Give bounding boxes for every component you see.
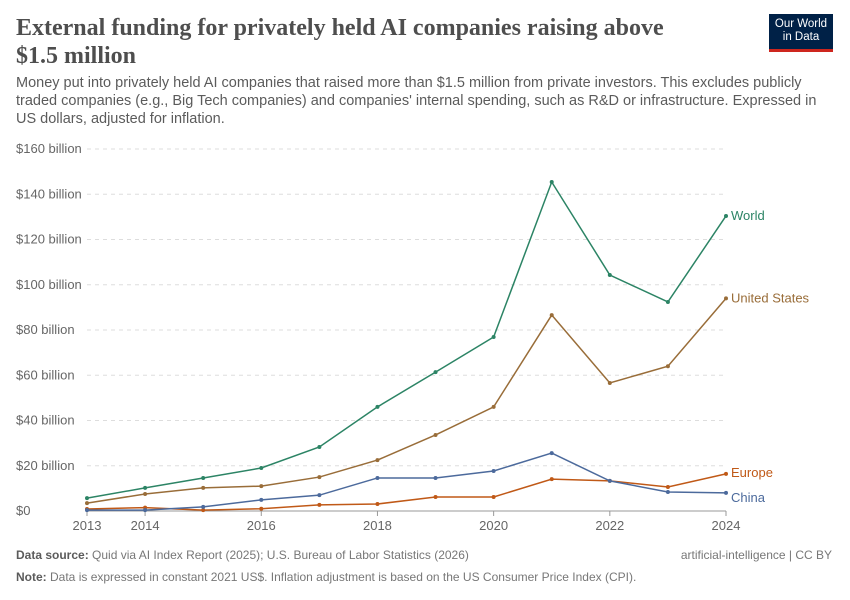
- data-point: [724, 490, 728, 495]
- y-tick-label: $60 billion: [16, 367, 75, 382]
- data-point: [143, 485, 148, 490]
- source-label: Data source:: [16, 548, 89, 562]
- x-tick-label: 2018: [363, 518, 392, 533]
- y-tick-label: $140 billion: [16, 186, 82, 201]
- x-tick-label: 2022: [595, 518, 624, 533]
- series-label: World: [731, 208, 765, 223]
- data-point: [375, 475, 380, 480]
- data-point: [143, 492, 148, 497]
- series-line-world: [86, 180, 727, 499]
- data-point: [85, 496, 89, 501]
- data-point: [549, 451, 554, 456]
- line-chart: $0 $20 billion $40 billion $60 billion $80 b…: [16, 141, 810, 533]
- logo-text: Our World in Data: [774, 18, 828, 43]
- x-tick-label: 2020: [479, 518, 508, 533]
- data-point: [433, 432, 438, 437]
- x-tick-label: 2016: [247, 518, 276, 533]
- y-tick-label: $20 billion: [16, 458, 75, 473]
- note-text: Data is expressed in constant 2021 US$. …: [46, 570, 637, 584]
- data-point: [143, 508, 148, 513]
- note: Note: Data is expressed in constant 2021…: [16, 570, 636, 584]
- owid-logo[interactable]: Our World in Data: [769, 14, 833, 52]
- data-point: [665, 485, 670, 490]
- data-point: [201, 508, 206, 513]
- data-point: [549, 477, 554, 482]
- x-tick-label: 2024: [712, 518, 741, 533]
- data-point: [201, 504, 206, 509]
- note-label: Note:: [16, 570, 47, 584]
- data-point: [433, 370, 438, 375]
- y-tick-label: $100 billion: [16, 277, 82, 292]
- data-point: [491, 404, 496, 409]
- series-line-china: [87, 452, 727, 511]
- data-point: [201, 485, 206, 490]
- data-point: [259, 484, 264, 489]
- data-source: Data source: Quid via AI Index Report (2…: [16, 548, 469, 562]
- data-point: [549, 313, 554, 318]
- data-point: [375, 404, 380, 409]
- data-point: [317, 475, 322, 480]
- data-point: [433, 475, 438, 480]
- license[interactable]: artificial-intelligence | CC BY: [680, 548, 832, 562]
- data-point: [724, 213, 728, 218]
- data-point: [317, 502, 322, 507]
- series-label: China: [731, 490, 766, 505]
- data-point: [317, 493, 322, 498]
- data-point: [724, 471, 728, 476]
- data-point: [85, 508, 89, 513]
- x-tick-label: 2014: [131, 518, 160, 533]
- data-point: [317, 444, 322, 449]
- data-point: [433, 494, 438, 499]
- y-tick-label: $80 billion: [16, 322, 75, 337]
- y-tick-label: $0: [16, 503, 30, 518]
- data-point: [85, 501, 89, 506]
- data-point: [724, 296, 728, 301]
- data-point: [259, 497, 264, 502]
- data-point: [491, 468, 496, 473]
- data-point: [549, 180, 554, 185]
- data-point: [201, 475, 206, 480]
- data-point: [665, 299, 670, 304]
- series-label: Europe: [731, 465, 773, 480]
- data-point: [491, 335, 496, 340]
- source-text[interactable]: Quid via AI Index Report (2025); U.S. Bu…: [88, 548, 469, 562]
- y-tick-label: $120 billion: [16, 232, 82, 247]
- x-tick-label: 2013: [73, 518, 102, 533]
- y-tick-label: $160 billion: [16, 141, 82, 156]
- data-point: [375, 458, 380, 463]
- data-point: [665, 489, 670, 494]
- data-point: [607, 380, 612, 385]
- data-point: [665, 364, 670, 369]
- data-point: [259, 466, 264, 471]
- data-point: [491, 494, 496, 499]
- chart-subtitle: Money put into privately held AI compani…: [16, 75, 817, 127]
- data-point: [607, 273, 612, 278]
- data-point: [607, 478, 612, 483]
- series-label: United States: [731, 290, 810, 305]
- series-line-europe: [86, 473, 727, 511]
- y-tick-label: $40 billion: [16, 413, 75, 428]
- series-line-united-states: [86, 297, 727, 504]
- data-point: [259, 506, 264, 511]
- chart-title: External funding for privately held AI c…: [16, 15, 664, 69]
- data-point: [375, 501, 380, 506]
